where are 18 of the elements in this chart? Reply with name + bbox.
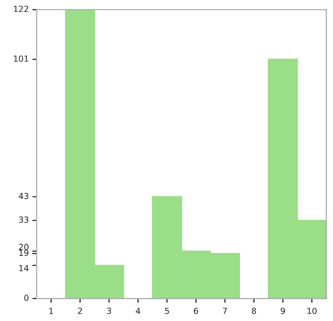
x-tick-label: 4 [136, 308, 140, 314]
y-tick-label: 43 [18, 192, 28, 200]
y-tick-label: 101 [14, 55, 28, 62]
y-tick-label: 122 [14, 6, 28, 12]
x-tick-label: 1 [49, 308, 53, 314]
x-tick-label: 9 [280, 308, 285, 314]
y-tick-label: 0 [24, 294, 28, 301]
x-tick-label: 5 [164, 308, 169, 314]
x-tick-label: 10 [307, 308, 317, 314]
x-tick-label: 8 [252, 308, 256, 314]
y-tick-label: 14 [19, 265, 29, 272]
y-tick-label: 33 [19, 216, 28, 223]
x-tick-label: 3 [107, 308, 112, 314]
y-tick-label: 19 [19, 250, 28, 256]
y-tick-label: 20 [19, 244, 28, 250]
x-tick-label: 6 [194, 308, 198, 314]
x-tick-label: 7 [222, 308, 227, 314]
x-tick-label: 2 [78, 308, 82, 314]
